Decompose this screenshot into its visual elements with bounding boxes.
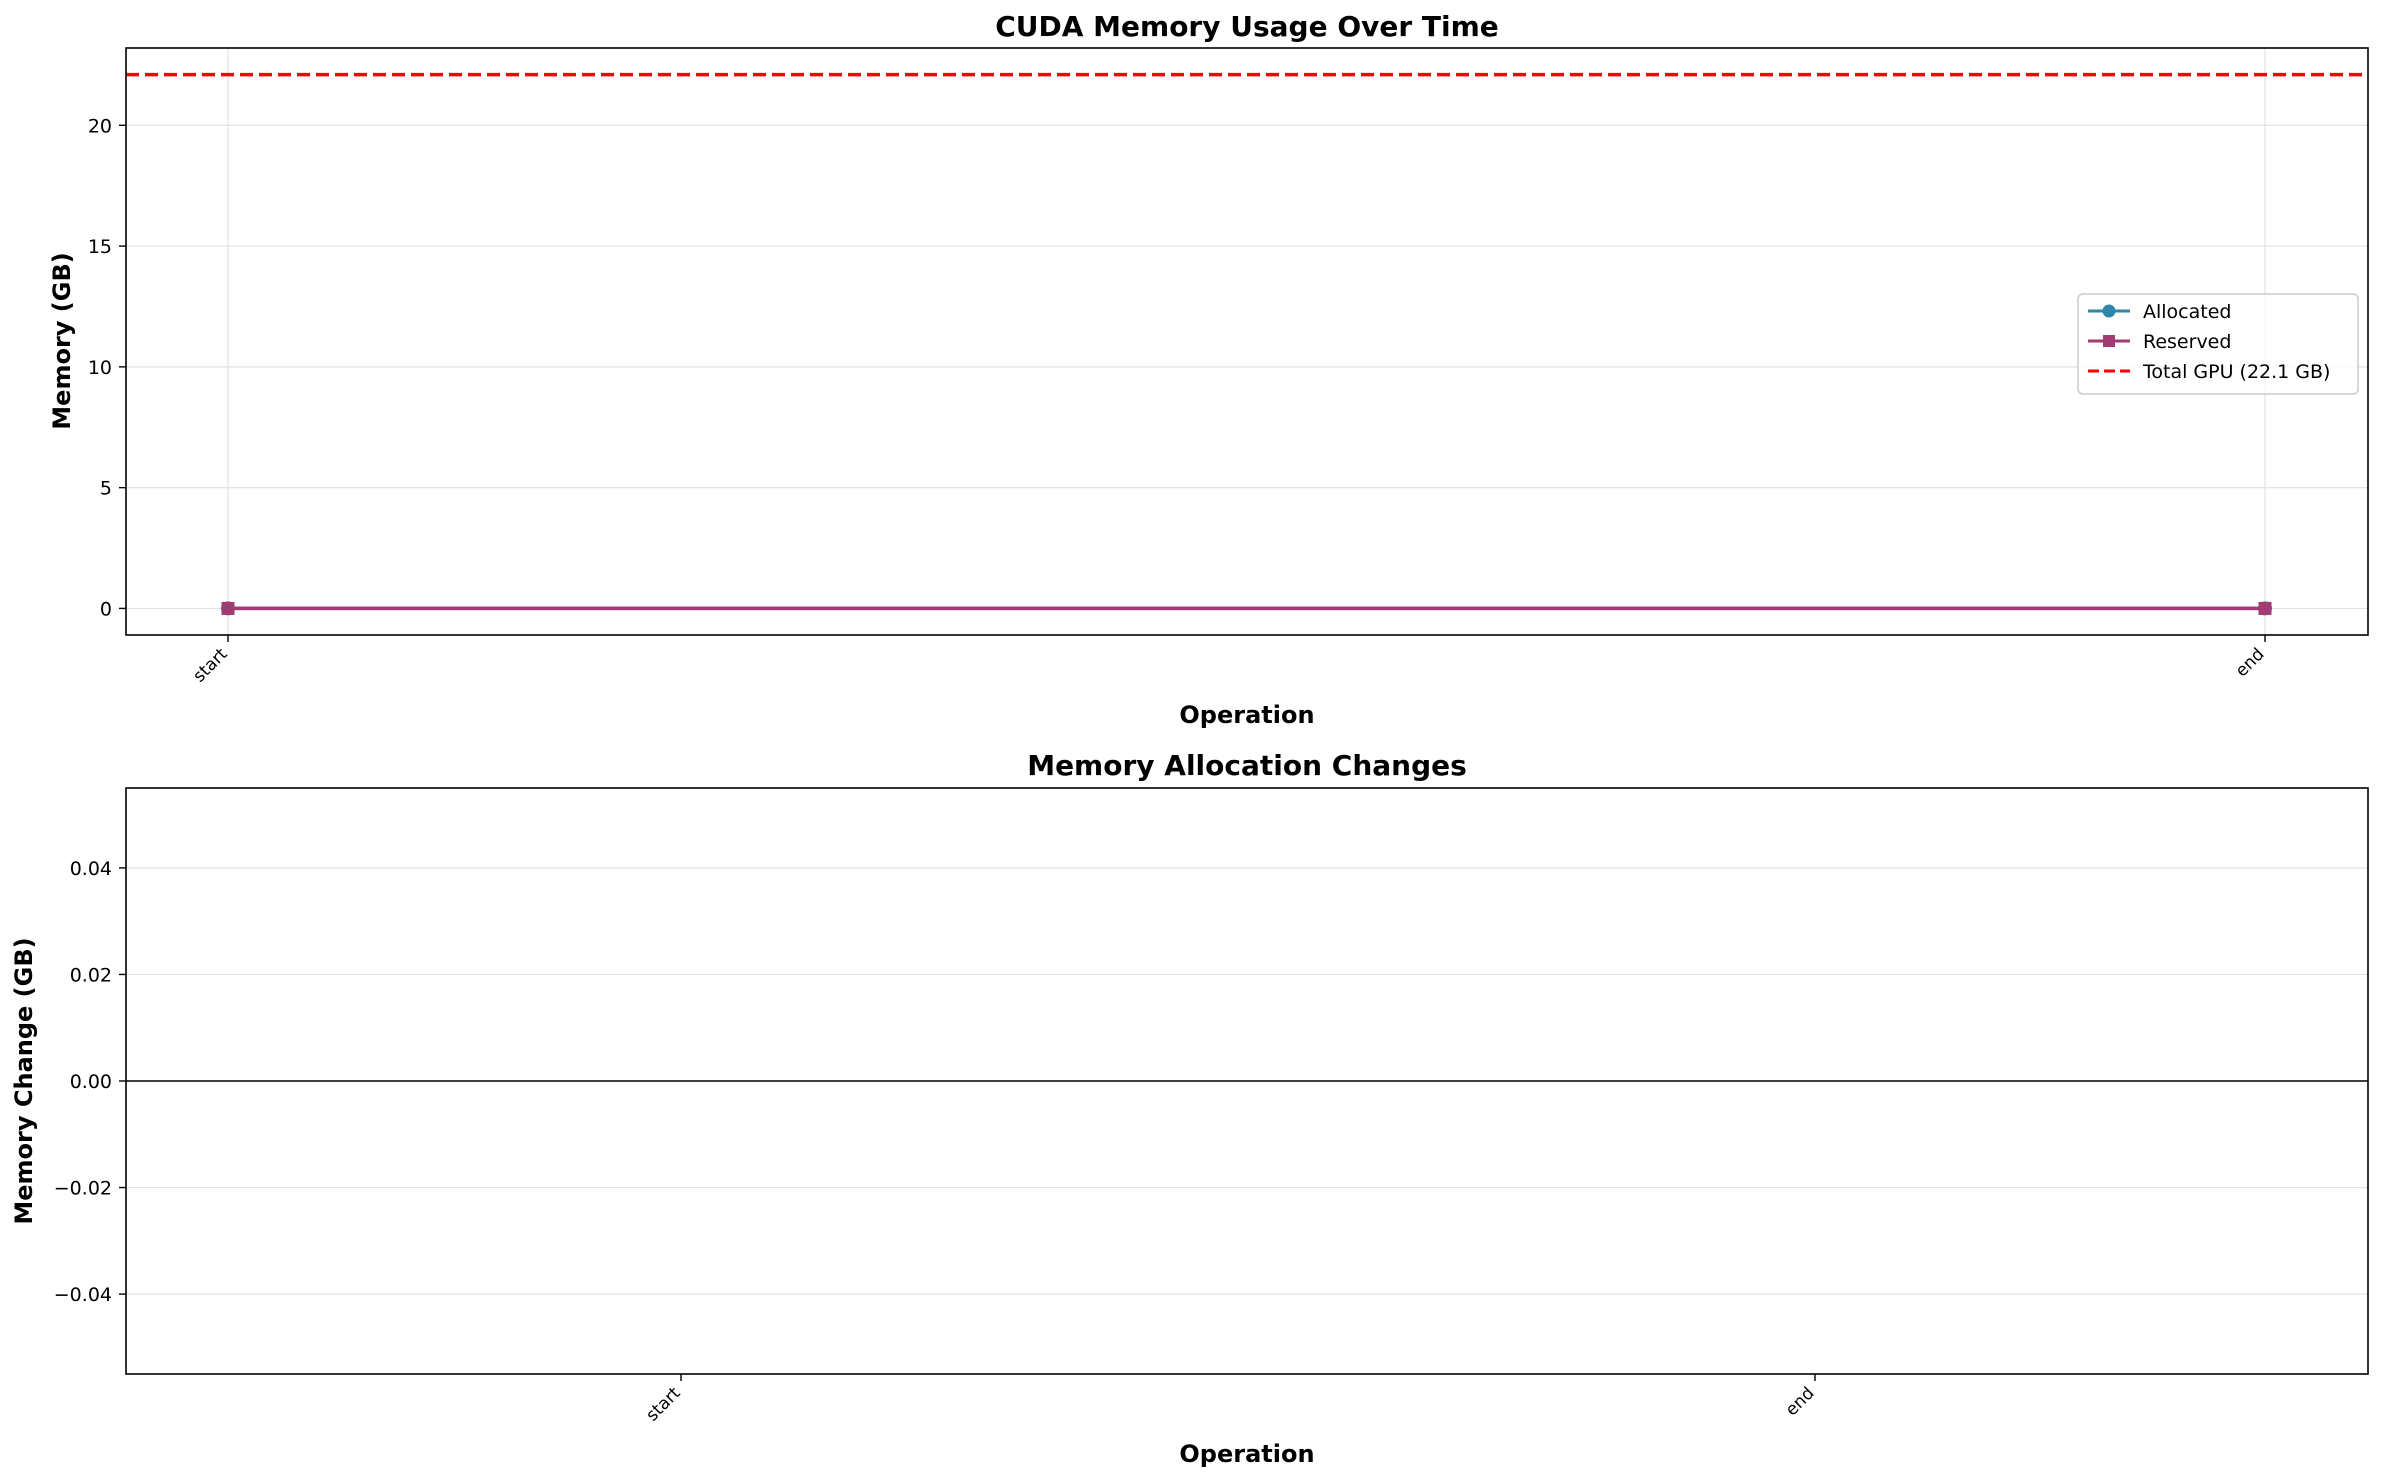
legend-entry-allocated: Allocated bbox=[2088, 301, 2231, 323]
legend-reserved-label: Reserved bbox=[2143, 331, 2231, 353]
chart2-y-axis-label: Memory Change (GB) bbox=[10, 937, 38, 1224]
chart1-y-axis-label: Memory (GB) bbox=[48, 252, 76, 429]
legend-total-gpu-label: Total GPU (22.1 GB) bbox=[2142, 361, 2330, 383]
chart1-x-axis-label: Operation bbox=[1179, 701, 1314, 729]
chart2-plot-frame bbox=[125, 787, 2369, 1375]
chart1-legend: Allocated Reserved Total GPU (22.1 GB) bbox=[2077, 293, 2359, 395]
memory-changes-chart: Memory Allocation Changes −0.04 −0.02 0.00… bbox=[10, 749, 2369, 1468]
chart2-y-tick-label: 0.04 bbox=[70, 858, 112, 880]
data-point-reserved bbox=[2258, 601, 2272, 615]
chart1-y-tick-label: 20 bbox=[88, 115, 112, 137]
chart1-y-tick-label: 10 bbox=[88, 357, 112, 379]
legend-entry-total-gpu: Total GPU (22.1 GB) bbox=[2088, 361, 2330, 383]
chart2-x-axis-label: Operation bbox=[1179, 1440, 1314, 1468]
chart2-y-tick-label: −0.02 bbox=[54, 1178, 112, 1200]
legend-allocated-marker bbox=[2102, 304, 2116, 318]
legend-box bbox=[2077, 293, 2359, 395]
chart1-plot-frame bbox=[125, 47, 2369, 636]
data-point-reserved bbox=[221, 601, 235, 615]
chart1-y-ticks: 0 5 10 15 20 bbox=[88, 115, 126, 620]
legend-entry-reserved: Reserved bbox=[2088, 331, 2231, 353]
chart2-y-tick-label: 0.00 bbox=[70, 1071, 112, 1093]
chart2-y-tick-label: 0.02 bbox=[70, 964, 112, 986]
chart2-y-ticks: −0.04 −0.02 0.00 0.02 0.04 bbox=[54, 858, 126, 1306]
chart1-y-tick-label: 5 bbox=[100, 478, 112, 500]
legend-reserved-marker bbox=[2103, 335, 2115, 347]
chart2-y-tick-label: −0.04 bbox=[54, 1284, 112, 1306]
chart1-title: CUDA Memory Usage Over Time bbox=[995, 10, 1499, 43]
chart1-y-tick-label: 15 bbox=[88, 236, 112, 258]
chart2-title: Memory Allocation Changes bbox=[1027, 749, 1467, 782]
chart1-series bbox=[221, 601, 2272, 616]
chart1-y-tick-label: 0 bbox=[100, 598, 112, 620]
legend-allocated-label: Allocated bbox=[2143, 301, 2231, 323]
